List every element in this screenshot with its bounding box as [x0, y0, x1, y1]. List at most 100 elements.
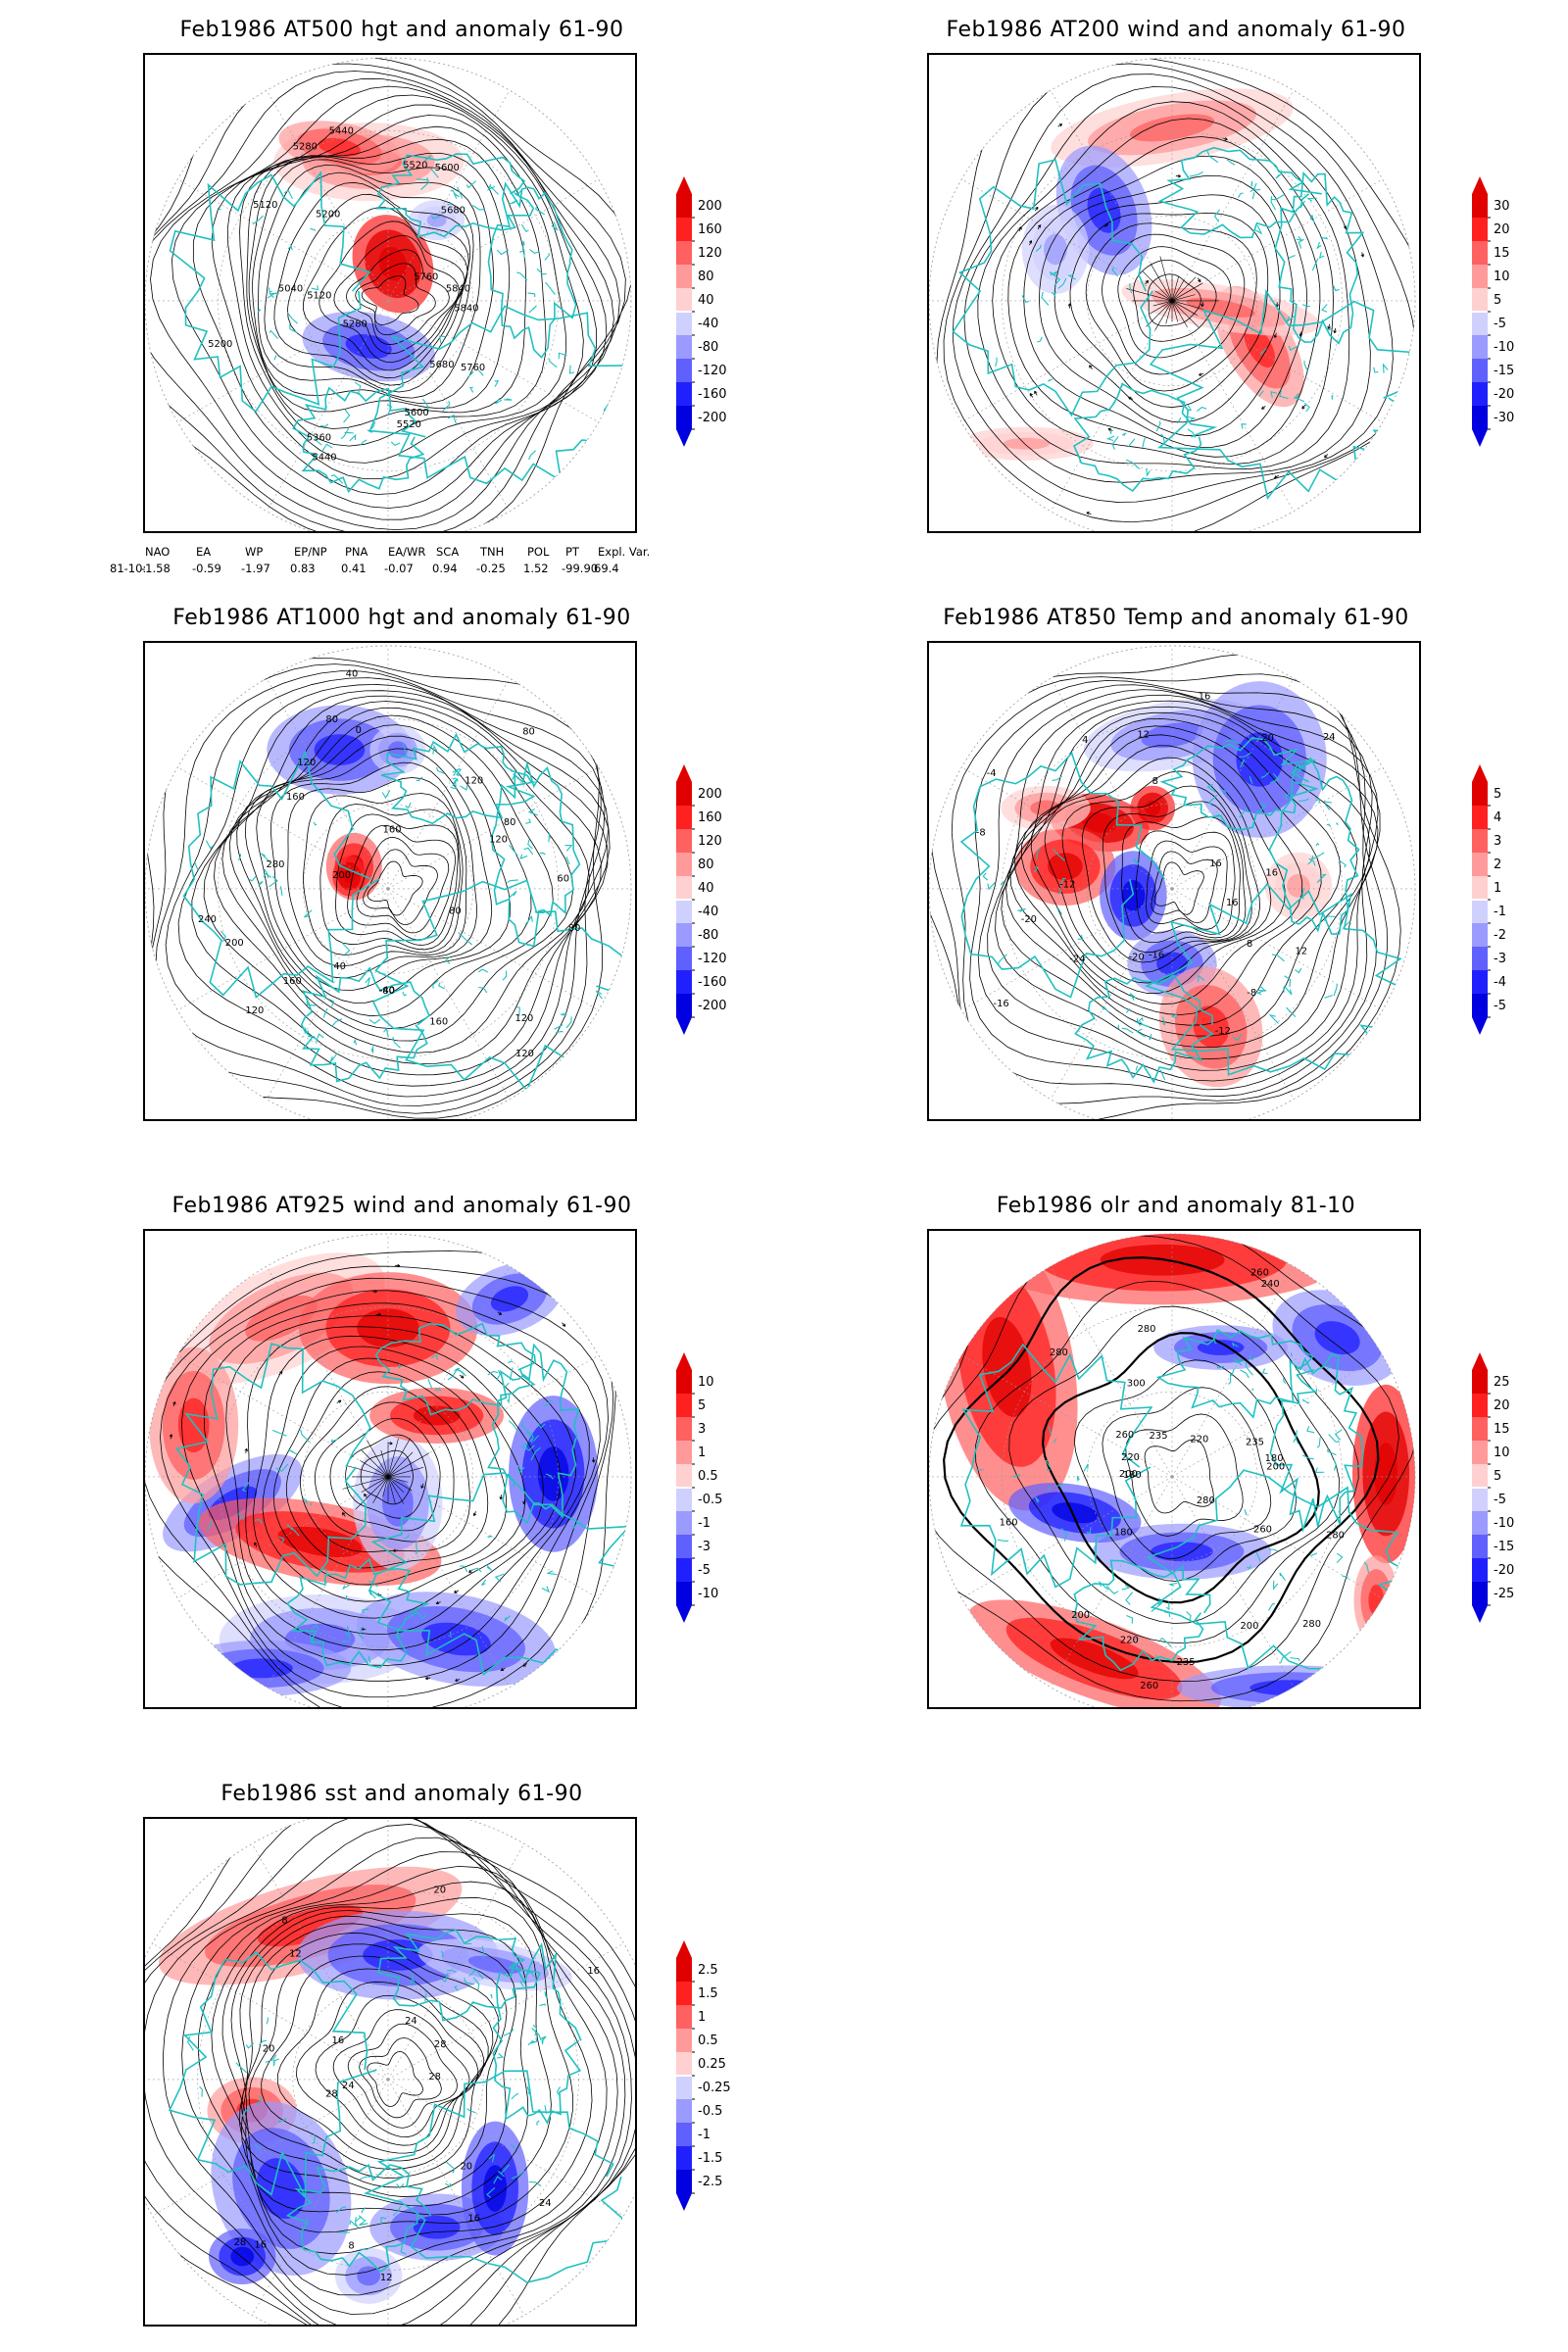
contour-line — [287, 777, 467, 967]
contour-label: 24 — [405, 2016, 417, 2027]
meridian — [387, 766, 599, 890]
contour-label: 280 — [267, 859, 285, 870]
colorbar-tick-label: 1 — [698, 2010, 706, 2025]
border-line — [511, 2170, 525, 2180]
contour-line — [1081, 785, 1252, 963]
streamline-arrow — [1037, 224, 1041, 230]
border-line — [349, 433, 357, 442]
meridian — [1050, 1266, 1173, 1478]
streamline-polar — [355, 1476, 389, 1510]
border-line — [500, 2164, 511, 2175]
contour-label: 16 — [587, 1966, 600, 1977]
border-line — [450, 1632, 452, 1638]
border-line — [1226, 159, 1236, 166]
streamline-arrow — [244, 1447, 248, 1454]
border-line — [361, 2207, 366, 2214]
colorbar-swatch — [676, 2052, 692, 2076]
meridian — [961, 766, 1173, 890]
border-line — [1076, 1475, 1080, 1482]
colorbar-swatch — [676, 335, 692, 359]
latitude-circle — [302, 803, 474, 975]
colorbar-swatch — [676, 2099, 692, 2123]
border-line — [1270, 196, 1276, 211]
contour-label: 20 — [461, 2162, 473, 2173]
border-line — [1105, 1586, 1119, 1594]
colorbar-tick-label: -0.5 — [698, 2104, 722, 2119]
coastline — [1159, 737, 1319, 831]
anomaly-shade — [230, 1658, 293, 1679]
colorbar-tick-label: 0.25 — [698, 2057, 726, 2072]
streamline-arrow — [375, 1312, 381, 1317]
border-line — [532, 2024, 538, 2036]
border-line — [539, 2003, 547, 2007]
colorbar-swatch — [676, 1417, 692, 1441]
border-line — [263, 872, 271, 878]
colorbar-tick-label: 1 — [1494, 881, 1501, 896]
border-line — [466, 2108, 476, 2114]
colorbar-tick-label: 1.5 — [698, 1986, 718, 2001]
border-line — [1247, 1565, 1252, 1570]
map-plot: 280 260 280 280 200 235 260 220 200 180 160 200 180 2… — [927, 1229, 1421, 1709]
border-line — [1239, 752, 1251, 759]
border-line — [487, 1535, 493, 1539]
border-line — [457, 186, 464, 199]
border-line — [471, 205, 485, 211]
colorbar-tick-label: -160 — [698, 975, 727, 990]
border-line — [1298, 798, 1309, 803]
contour-label: 5680 — [429, 360, 454, 370]
streamline-arrow — [169, 1434, 173, 1440]
border-line — [199, 2085, 203, 2097]
contour-label: 5520 — [397, 419, 421, 430]
contour-line — [974, 1280, 1359, 1644]
coastline — [182, 750, 380, 1000]
colorbar-tick-label: -1 — [698, 1516, 710, 1531]
teleconnection-index-table: NAO EA WP EP/NP PNA EA/WR SCA TNH POL PT Expl. Var… — [110, 545, 745, 584]
streamline-polar — [1165, 300, 1173, 324]
border-line — [519, 249, 525, 259]
colorbar-swatch — [676, 900, 692, 923]
colorbar-tick-label: -200 — [698, 411, 727, 425]
border-line — [392, 1036, 401, 1049]
coastline — [285, 2163, 432, 2274]
streamline-polar — [1152, 300, 1173, 307]
border-line — [1339, 859, 1347, 868]
colorbar-tick-label: -80 — [698, 928, 718, 943]
coastlines — [959, 737, 1415, 1084]
border-line — [1086, 1527, 1092, 1535]
colorbar-swatch — [1472, 923, 1488, 947]
colorbar-swatch — [676, 1464, 692, 1488]
streamline-arrow — [341, 1512, 346, 1517]
contour-line — [211, 104, 584, 480]
border-line — [1249, 775, 1253, 784]
meridian — [387, 300, 511, 512]
contour-label: 16 — [467, 2213, 480, 2224]
border-line — [453, 769, 461, 777]
contour-label: 160 — [429, 1017, 448, 1028]
contour-line — [943, 1256, 1380, 1664]
border-line — [525, 1431, 531, 1438]
border-line — [1125, 459, 1141, 470]
contour-label: 5360 — [307, 433, 331, 444]
contour-line — [1153, 861, 1204, 915]
border-line — [320, 423, 329, 427]
border-line — [1296, 236, 1303, 242]
colorbar-tick-label: 20 — [1494, 222, 1510, 237]
border-line — [1060, 1527, 1068, 1542]
anomaly-shade — [314, 734, 366, 765]
map-plot: 16 12 8 -8 -12 -16 -20 -24 -16 -20 -12 -8 -4 4 8 12 16 20… — [927, 641, 1421, 1121]
border-line — [446, 2161, 456, 2174]
contour-line — [315, 1994, 479, 2146]
streamline-arrow — [500, 1667, 506, 1672]
border-line — [540, 2035, 547, 2042]
border-line — [1077, 934, 1084, 940]
colorbar-tick-label: -10 — [1494, 1516, 1514, 1531]
border-line — [313, 821, 318, 826]
streamline-polar — [1146, 300, 1173, 327]
contour-line — [987, 694, 1381, 1071]
border-line — [521, 1445, 535, 1451]
border-line — [312, 2134, 316, 2144]
colorbar: 200 160 120 80 40 -40 -80 -120 -160 -200 — [674, 174, 733, 459]
contour-line — [239, 1915, 529, 2207]
border-line — [1187, 405, 1193, 412]
streamline-arrow — [387, 1442, 393, 1446]
